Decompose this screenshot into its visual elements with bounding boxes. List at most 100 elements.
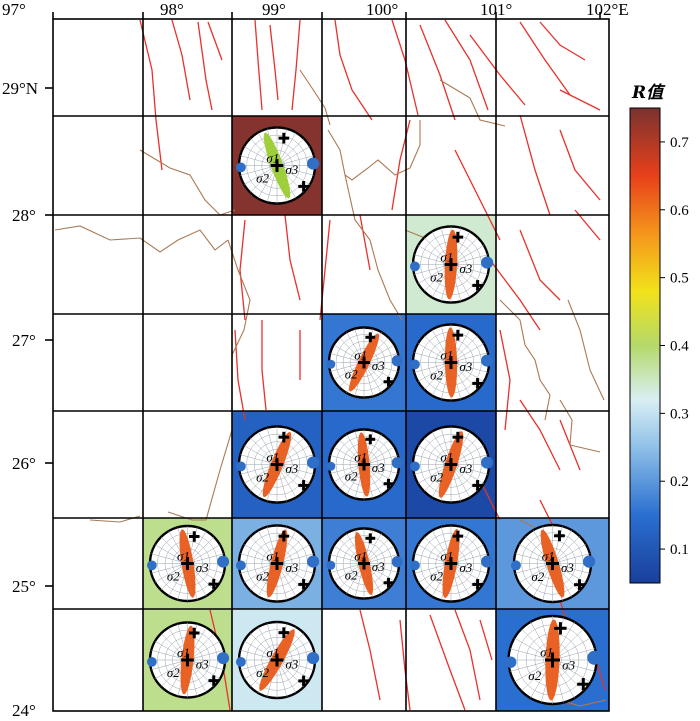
sigma3-axis-marker bbox=[298, 181, 309, 192]
sigma3-axis-marker bbox=[298, 480, 309, 491]
legend-colorbar bbox=[629, 107, 661, 584]
r-value-legend: R值 0.1 0.2 0.3 0.4 0.5 0.6 0.7 bbox=[629, 83, 689, 584]
sigma3-axis-marker bbox=[383, 577, 394, 588]
sigma3-cluster bbox=[481, 256, 494, 269]
sigma2-label: σ2 bbox=[528, 668, 541, 683]
sigma2-axis-marker bbox=[545, 652, 560, 668]
stereonet-r2c4: σ1 σ2 σ3 bbox=[409, 323, 494, 402]
sigma3-cluster bbox=[391, 355, 403, 367]
lat-label-24: 24° bbox=[12, 701, 36, 720]
sigma2-label: σ2 bbox=[430, 270, 443, 285]
sigma1-label: σ1 bbox=[440, 347, 453, 362]
sigma3-label: σ3 bbox=[459, 359, 472, 374]
sigma2-label: σ2 bbox=[256, 569, 269, 584]
stereonet-r1c4: σ1 σ2 σ3 bbox=[409, 225, 494, 304]
sigma1-axis-marker bbox=[452, 231, 464, 243]
legend-tick-label: 0.6 bbox=[670, 203, 689, 219]
sigma3-axis-marker bbox=[472, 378, 483, 389]
sigma3-cluster bbox=[235, 162, 246, 173]
sigma3-axis-marker bbox=[472, 579, 483, 590]
lon-label-102: 102°E bbox=[586, 0, 629, 19]
sigma3-cluster bbox=[307, 456, 320, 469]
sigma3-axis-marker bbox=[472, 480, 483, 491]
sigma2-axis-marker bbox=[181, 557, 194, 570]
sigma3-cluster bbox=[391, 457, 403, 469]
sigma1-axis-marker bbox=[278, 627, 290, 638]
sigma3-cluster bbox=[235, 656, 246, 667]
sigma2-axis-marker bbox=[270, 458, 284, 471]
sigma3-cluster bbox=[235, 560, 246, 571]
stereonet-layer: σ1 σ2 σ3 σ1 σ2 σ3 σ1 σ2 σ3 σ1 σ2 σ3 σ1 σ2 σ3 σ1 σ2 σ3 σ1 σ2… bbox=[147, 126, 602, 706]
sigma3-cluster bbox=[481, 354, 494, 367]
sigma1-axis-marker bbox=[278, 132, 290, 144]
legend-ticks: 0.1 0.2 0.3 0.4 0.5 0.6 0.7 bbox=[660, 135, 689, 558]
sigma3-cluster bbox=[147, 560, 157, 571]
sigma3-cluster bbox=[409, 560, 420, 571]
longitude-labels: 97° 98° 99° 100° 101° 102°E bbox=[2, 0, 629, 19]
stereonet-r4c3: σ1 σ2 σ3 bbox=[326, 527, 403, 600]
sigma3-cluster bbox=[235, 461, 246, 472]
sigma1-axis-marker bbox=[554, 622, 567, 635]
sigma1-label: σ1 bbox=[266, 548, 279, 563]
sigma3-cluster bbox=[409, 359, 420, 370]
sigma3-cluster bbox=[147, 657, 157, 667]
sigma2-axis-marker bbox=[444, 557, 458, 570]
legend-tick-label: 0.7 bbox=[670, 135, 689, 151]
sigma2-label: σ2 bbox=[430, 470, 443, 485]
sigma1-label: σ1 bbox=[440, 548, 453, 563]
sigma2-label: σ2 bbox=[345, 567, 358, 582]
sigma3-cluster bbox=[326, 461, 336, 471]
sigma2-axis-marker bbox=[358, 458, 370, 471]
sigma3-cluster bbox=[217, 555, 230, 568]
sigma2-label: σ2 bbox=[430, 569, 443, 584]
stereonet-r4c2: σ1 σ2 σ3 bbox=[235, 524, 320, 603]
sigma2-axis-marker bbox=[444, 458, 458, 471]
sigma3-cluster bbox=[409, 461, 420, 472]
sigma2-axis-marker bbox=[358, 557, 370, 570]
sigma3-cluster bbox=[391, 556, 403, 568]
sigma3-axis-marker bbox=[208, 675, 219, 686]
sigma2-axis-marker bbox=[545, 556, 560, 571]
sigma1-label: σ1 bbox=[266, 150, 279, 165]
sigma3-axis-marker bbox=[383, 478, 394, 489]
sigma3-label: σ3 bbox=[561, 560, 574, 575]
lat-label-28: 28° bbox=[12, 206, 36, 225]
sigma1-label: σ1 bbox=[542, 548, 555, 563]
stereonet-r5c1: σ1 σ2 σ3 bbox=[147, 621, 230, 699]
sigma1-axis-marker bbox=[278, 431, 290, 443]
stereonet-r3c3: σ1 σ2 σ3 bbox=[326, 428, 403, 501]
sigma3-cluster bbox=[326, 359, 336, 369]
sigma1-label: σ1 bbox=[177, 645, 190, 660]
sigma1-axis-marker bbox=[554, 530, 565, 542]
stereonet-r4c5: σ1 σ2 σ3 bbox=[510, 523, 596, 604]
sigma3-cluster bbox=[510, 560, 521, 571]
lat-label-25: 25° bbox=[12, 577, 36, 596]
graticule bbox=[45, 12, 610, 712]
sigma3-cluster bbox=[307, 555, 320, 568]
legend-tick-label: 0.3 bbox=[670, 406, 689, 422]
legend-tick-label: 0.1 bbox=[670, 542, 689, 558]
sigma3-axis-marker bbox=[574, 579, 585, 591]
sigma1-axis-marker bbox=[452, 530, 464, 542]
sigma2-axis-marker bbox=[181, 653, 194, 667]
legend-tick-label: 0.5 bbox=[670, 271, 689, 287]
sigma1-axis-marker bbox=[278, 530, 290, 542]
sigma1-label: σ1 bbox=[354, 348, 367, 363]
sigma2-axis-marker bbox=[444, 258, 458, 271]
sigma3-cluster bbox=[307, 157, 320, 170]
sigma3-label: σ3 bbox=[285, 162, 298, 177]
sigma1-axis-marker bbox=[189, 531, 200, 542]
stereonet-r4c1: σ1 σ2 σ3 bbox=[147, 524, 230, 603]
sigma3-cluster bbox=[481, 555, 494, 568]
sigma3-label: σ3 bbox=[196, 656, 209, 671]
sigma3-axis-marker bbox=[383, 376, 394, 387]
sigma3-cluster bbox=[326, 560, 336, 570]
sigma2-label: σ2 bbox=[256, 665, 269, 680]
sigma3-label: σ3 bbox=[459, 560, 472, 575]
sigma1-label: σ1 bbox=[440, 449, 453, 464]
sigma3-axis-marker bbox=[298, 579, 309, 590]
sigma3-label: σ3 bbox=[372, 358, 385, 373]
sigma2-label: σ2 bbox=[531, 569, 544, 584]
sigma2-label: σ2 bbox=[256, 171, 269, 186]
